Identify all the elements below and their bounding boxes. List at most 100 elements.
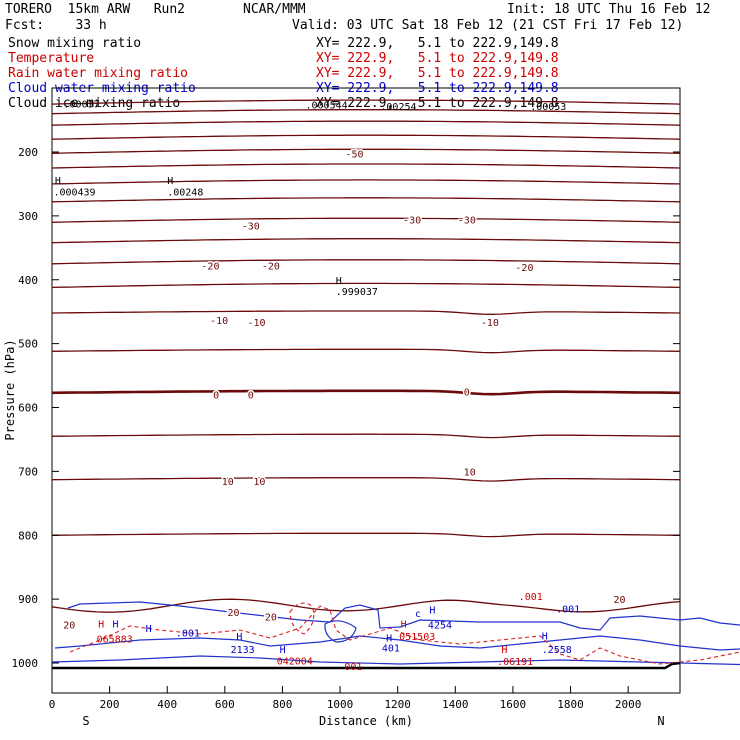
north-label: N <box>657 714 664 728</box>
isotherm--55 <box>51 134 681 140</box>
legend-rain-label: Rain water mixing ratio <box>8 66 189 81</box>
isotherm-label: -10 <box>248 318 266 329</box>
contour-annotation: H <box>167 176 173 187</box>
y-tick-label: 400 <box>18 274 38 287</box>
isotherm-15 <box>51 532 681 538</box>
x-tick-label: 400 <box>157 698 177 711</box>
isotherm-label: -10 <box>481 318 499 329</box>
init-time: Init: 18 UTC Thu 16 Feb 12 <box>507 2 711 17</box>
y-tick-label: 900 <box>18 593 38 606</box>
contour-annotation: .999037 <box>336 287 378 298</box>
contour-annotation: H <box>112 619 118 630</box>
contour-annotation: 4254 <box>428 621 452 632</box>
rain-water-contour-2 <box>289 602 315 635</box>
x-tick-label: 200 <box>100 698 120 711</box>
isotherm--10 <box>51 310 681 315</box>
precip-contours <box>51 601 740 666</box>
contour-annotation: 065883 <box>97 635 133 646</box>
x-tick-label: 1200 <box>384 698 411 711</box>
org-label: NCAR/MMM <box>243 2 306 17</box>
isotherm--45 <box>51 163 681 169</box>
contour-annotation: .00053 <box>530 102 566 113</box>
contour-annotation: H <box>236 632 242 643</box>
isotherm--60 <box>51 120 681 126</box>
isotherm-label: 20 <box>227 608 239 619</box>
contour-annotation: c <box>415 609 421 620</box>
contour-annotation: 401 <box>382 644 400 655</box>
x-tick-label: 2000 <box>615 698 642 711</box>
isotherm-label: 20 <box>63 621 75 632</box>
contour-annotation: H <box>501 645 507 656</box>
isotherm-label: 10 <box>253 477 265 488</box>
contour-annotation: H <box>386 633 392 644</box>
contour-annotation: .2558 <box>542 645 572 656</box>
contour-annotation: .00254 <box>380 102 416 113</box>
cloud-water-contour-2 <box>54 635 740 651</box>
contour-annotation: H <box>55 176 61 187</box>
isotherm-label: 0 <box>464 388 470 399</box>
isotherm--25 <box>51 238 681 244</box>
contour-annotation: 001 <box>344 662 362 673</box>
isotherm-10 <box>51 477 681 482</box>
x-tick-label: 0 <box>49 698 56 711</box>
contour-annotation: H <box>429 605 435 616</box>
isotherm--50 <box>51 148 681 154</box>
isotherm-label: -30 <box>403 216 421 227</box>
isotherm--65 <box>51 109 681 115</box>
y-tick-label: 700 <box>18 465 38 478</box>
y-tick-label: 600 <box>18 402 38 415</box>
contour-annotation: .001 <box>556 605 580 616</box>
y-tick-label: 300 <box>18 210 38 223</box>
contour-annotation: .001 <box>519 592 543 603</box>
x-tick-label: 800 <box>273 698 293 711</box>
isotherm-label: -20 <box>515 263 533 274</box>
contour-annotation: H <box>98 619 104 630</box>
y-axis-title: Pressure (hPa) <box>3 339 17 440</box>
isotherm-label: -30 <box>458 216 476 227</box>
legend-temperature-label: Temperature <box>8 51 95 66</box>
isotherm-label: 10 <box>464 467 476 478</box>
x-tick-label: 1600 <box>500 698 527 711</box>
contour-annotation: H <box>280 645 286 656</box>
isotherm-label: -20 <box>201 262 219 273</box>
isotherm--5 <box>51 348 681 354</box>
south-label: S <box>82 714 89 728</box>
x-axis-title: Distance (km) <box>319 714 413 728</box>
y-tick-label: 800 <box>18 529 38 542</box>
x-tick-label: 1800 <box>557 698 584 711</box>
legend-snow-label: Snow mixing ratio <box>8 36 142 51</box>
model-title: TORERO 15km ARW Run2 <box>5 2 186 17</box>
isotherm--40 <box>51 179 681 185</box>
isotherm-label: 20 <box>265 612 277 623</box>
forecast-hour: Fcst: 33 h <box>5 18 107 33</box>
contour-annotation: .000544 <box>306 101 348 112</box>
isotherm--35 <box>51 197 681 203</box>
cloud-water-cell-5 <box>324 620 357 643</box>
isotherm-label: -50 <box>345 149 363 160</box>
contour-annotation: 042004 <box>277 656 313 667</box>
contour-annotation: H <box>542 632 548 643</box>
isotherm-5 <box>52 433 680 439</box>
isotherm-label: 0 <box>248 391 254 402</box>
contour-annotation: 2133 <box>231 645 255 656</box>
contour-annotation: 051503 <box>399 632 435 643</box>
isotherm--30 <box>51 217 681 223</box>
contour-annotation: .06191 <box>497 657 533 668</box>
cloud-water-contour-3 <box>51 655 740 666</box>
isotherm--70 <box>51 99 681 105</box>
x-tick-label: 1400 <box>442 698 469 711</box>
isotherm-label: -30 <box>242 221 260 232</box>
x-tick-label: 1000 <box>327 698 354 711</box>
x-tick-label: 600 <box>215 698 235 711</box>
legend-temperature-xy: XY= 222.9, 5.1 to 222.9,149.8 <box>316 51 559 66</box>
cloud-water-contour <box>67 601 740 631</box>
y-tick-label: 500 <box>18 338 38 351</box>
isotherm-label: -20 <box>262 262 280 273</box>
contour-annotation: .00248 <box>167 188 203 199</box>
isotherm--20 <box>51 259 681 265</box>
y-tick-label: 200 <box>18 146 38 159</box>
rain-water-contour <box>69 605 740 665</box>
legend-rain-xy: XY= 222.9, 5.1 to 222.9,149.8 <box>316 66 559 81</box>
contour-annotation: H <box>146 624 152 635</box>
y-tick-label: 1000 <box>12 657 39 670</box>
